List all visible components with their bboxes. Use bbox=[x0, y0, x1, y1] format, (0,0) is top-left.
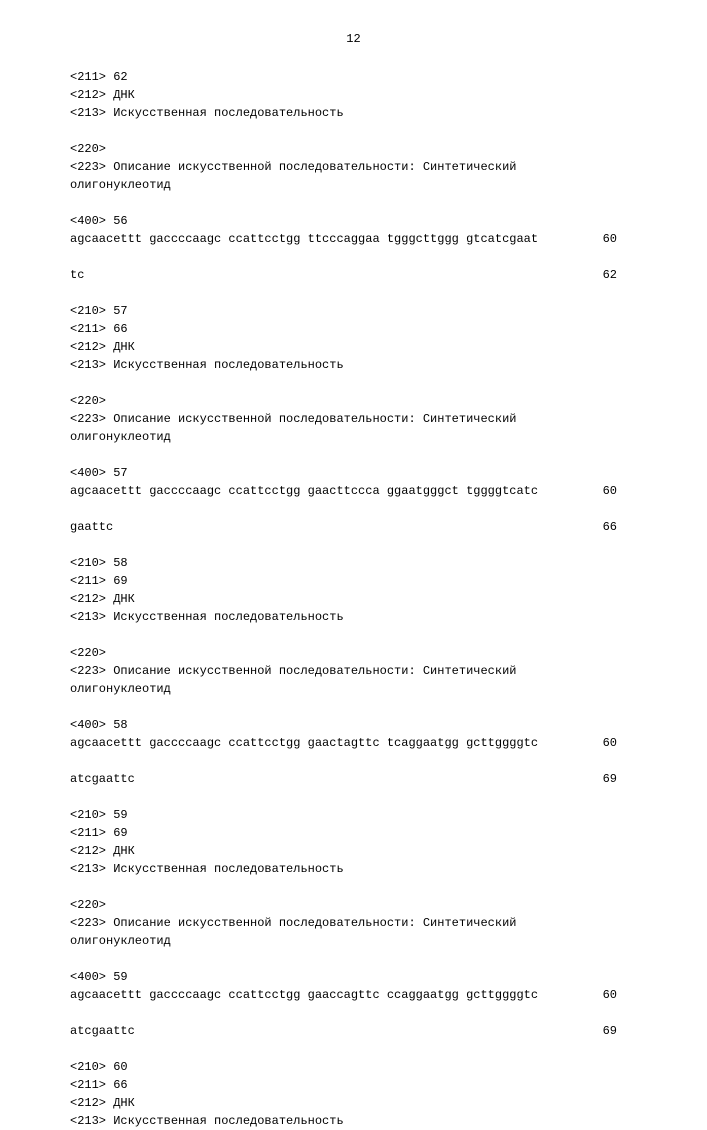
feature-line: <220> bbox=[70, 140, 637, 158]
sequence-row: atcgaattc 69 bbox=[70, 1022, 637, 1040]
sequence-position: 60 bbox=[603, 986, 637, 1004]
feature-line: <220> bbox=[70, 896, 637, 914]
feature-line: олигонуклеотид bbox=[70, 680, 637, 698]
feature-line: <223> Описание искусственной последовате… bbox=[70, 914, 637, 932]
record-feature: <220><223> Описание искусственной послед… bbox=[70, 644, 637, 698]
header-line: <212> ДНК bbox=[70, 590, 637, 608]
record-header: <210> 59<211> 69<212> ДНК<213> Искусстве… bbox=[70, 806, 637, 878]
origin-line: <400> 59 bbox=[70, 968, 637, 986]
feature-line: олигонуклеотид bbox=[70, 176, 637, 194]
sequence-position: 62 bbox=[603, 266, 637, 284]
header-line: <210> 57 bbox=[70, 302, 637, 320]
sequence-text: gaattc bbox=[70, 518, 113, 536]
header-line: <212> ДНК bbox=[70, 338, 637, 356]
feature-line: олигонуклеотид bbox=[70, 932, 637, 950]
record-feature: <220><223> Описание искусственной послед… bbox=[70, 392, 637, 446]
header-line: <212> ДНК bbox=[70, 86, 637, 104]
header-line: <213> Искусственная последовательность bbox=[70, 356, 637, 374]
document-content: <211> 62<212> ДНК<213> Искусственная пос… bbox=[70, 68, 637, 1130]
header-line: <213> Искусственная последовательность bbox=[70, 608, 637, 626]
sequence-text: agcaacettt gaccccaagc ccattcctgg gaacttc… bbox=[70, 482, 538, 500]
header-line: <212> ДНК bbox=[70, 1094, 637, 1112]
sequence-position: 60 bbox=[603, 230, 637, 248]
sequence-position: 60 bbox=[603, 734, 637, 752]
feature-line: <223> Описание искусственной последовате… bbox=[70, 410, 637, 428]
sequence-position: 60 bbox=[603, 482, 637, 500]
header-line: <213> Искусственная последовательность bbox=[70, 860, 637, 878]
feature-line: <223> Описание искусственной последовате… bbox=[70, 662, 637, 680]
sequence-row: agcaacettt gaccccaagc ccattcctgg gaaccag… bbox=[70, 986, 637, 1004]
origin-line: <400> 56 bbox=[70, 212, 637, 230]
header-line: <211> 69 bbox=[70, 824, 637, 842]
sequence-text: agcaacettt gaccccaagc ccattcctgg gaactag… bbox=[70, 734, 538, 752]
origin-line: <400> 57 bbox=[70, 464, 637, 482]
sequence-row: atcgaattc 69 bbox=[70, 770, 637, 788]
header-line: <211> 69 bbox=[70, 572, 637, 590]
header-line: <213> Искусственная последовательность bbox=[70, 104, 637, 122]
record-header: <210> 58<211> 69<212> ДНК<213> Искусстве… bbox=[70, 554, 637, 626]
feature-line: олигонуклеотид bbox=[70, 428, 637, 446]
sequence-row: gaattc 66 bbox=[70, 518, 637, 536]
record-feature: <220><223> Описание искусственной послед… bbox=[70, 140, 637, 194]
header-line: <211> 66 bbox=[70, 320, 637, 338]
sequence-position: 69 bbox=[603, 1022, 637, 1040]
header-line: <211> 66 bbox=[70, 1076, 637, 1094]
page-number: 12 bbox=[70, 30, 637, 48]
sequence-row: agcaacettt gaccccaagc ccattcctgg gaactag… bbox=[70, 734, 637, 752]
feature-line: <220> bbox=[70, 644, 637, 662]
sequence-text: tc bbox=[70, 266, 84, 284]
feature-line: <220> bbox=[70, 392, 637, 410]
sequence-text: atcgaattc bbox=[70, 770, 135, 788]
sequence-row: agcaacettt gaccccaagc ccattcctgg ttcccag… bbox=[70, 230, 637, 248]
origin-line: <400> 58 bbox=[70, 716, 637, 734]
sequence-row: tc 62 bbox=[70, 266, 637, 284]
feature-line: <223> Описание искусственной последовате… bbox=[70, 158, 637, 176]
sequence-text: agcaacettt gaccccaagc ccattcctgg gaaccag… bbox=[70, 986, 538, 1004]
record-header: <211> 62<212> ДНК<213> Искусственная пос… bbox=[70, 68, 637, 122]
header-line: <213> Искусственная последовательность bbox=[70, 1112, 637, 1130]
record-header: <210> 57<211> 66<212> ДНК<213> Искусстве… bbox=[70, 302, 637, 374]
record-header: <210> 60<211> 66<212> ДНК<213> Искусстве… bbox=[70, 1058, 637, 1130]
header-line: <212> ДНК bbox=[70, 842, 637, 860]
sequence-text: agcaacettt gaccccaagc ccattcctgg ttcccag… bbox=[70, 230, 538, 248]
sequence-text: atcgaattc bbox=[70, 1022, 135, 1040]
header-line: <211> 62 bbox=[70, 68, 637, 86]
sequence-position: 69 bbox=[603, 770, 637, 788]
header-line: <210> 58 bbox=[70, 554, 637, 572]
record-feature: <220><223> Описание искусственной послед… bbox=[70, 896, 637, 950]
sequence-row: agcaacettt gaccccaagc ccattcctgg gaacttc… bbox=[70, 482, 637, 500]
sequence-position: 66 bbox=[603, 518, 637, 536]
header-line: <210> 60 bbox=[70, 1058, 637, 1076]
header-line: <210> 59 bbox=[70, 806, 637, 824]
